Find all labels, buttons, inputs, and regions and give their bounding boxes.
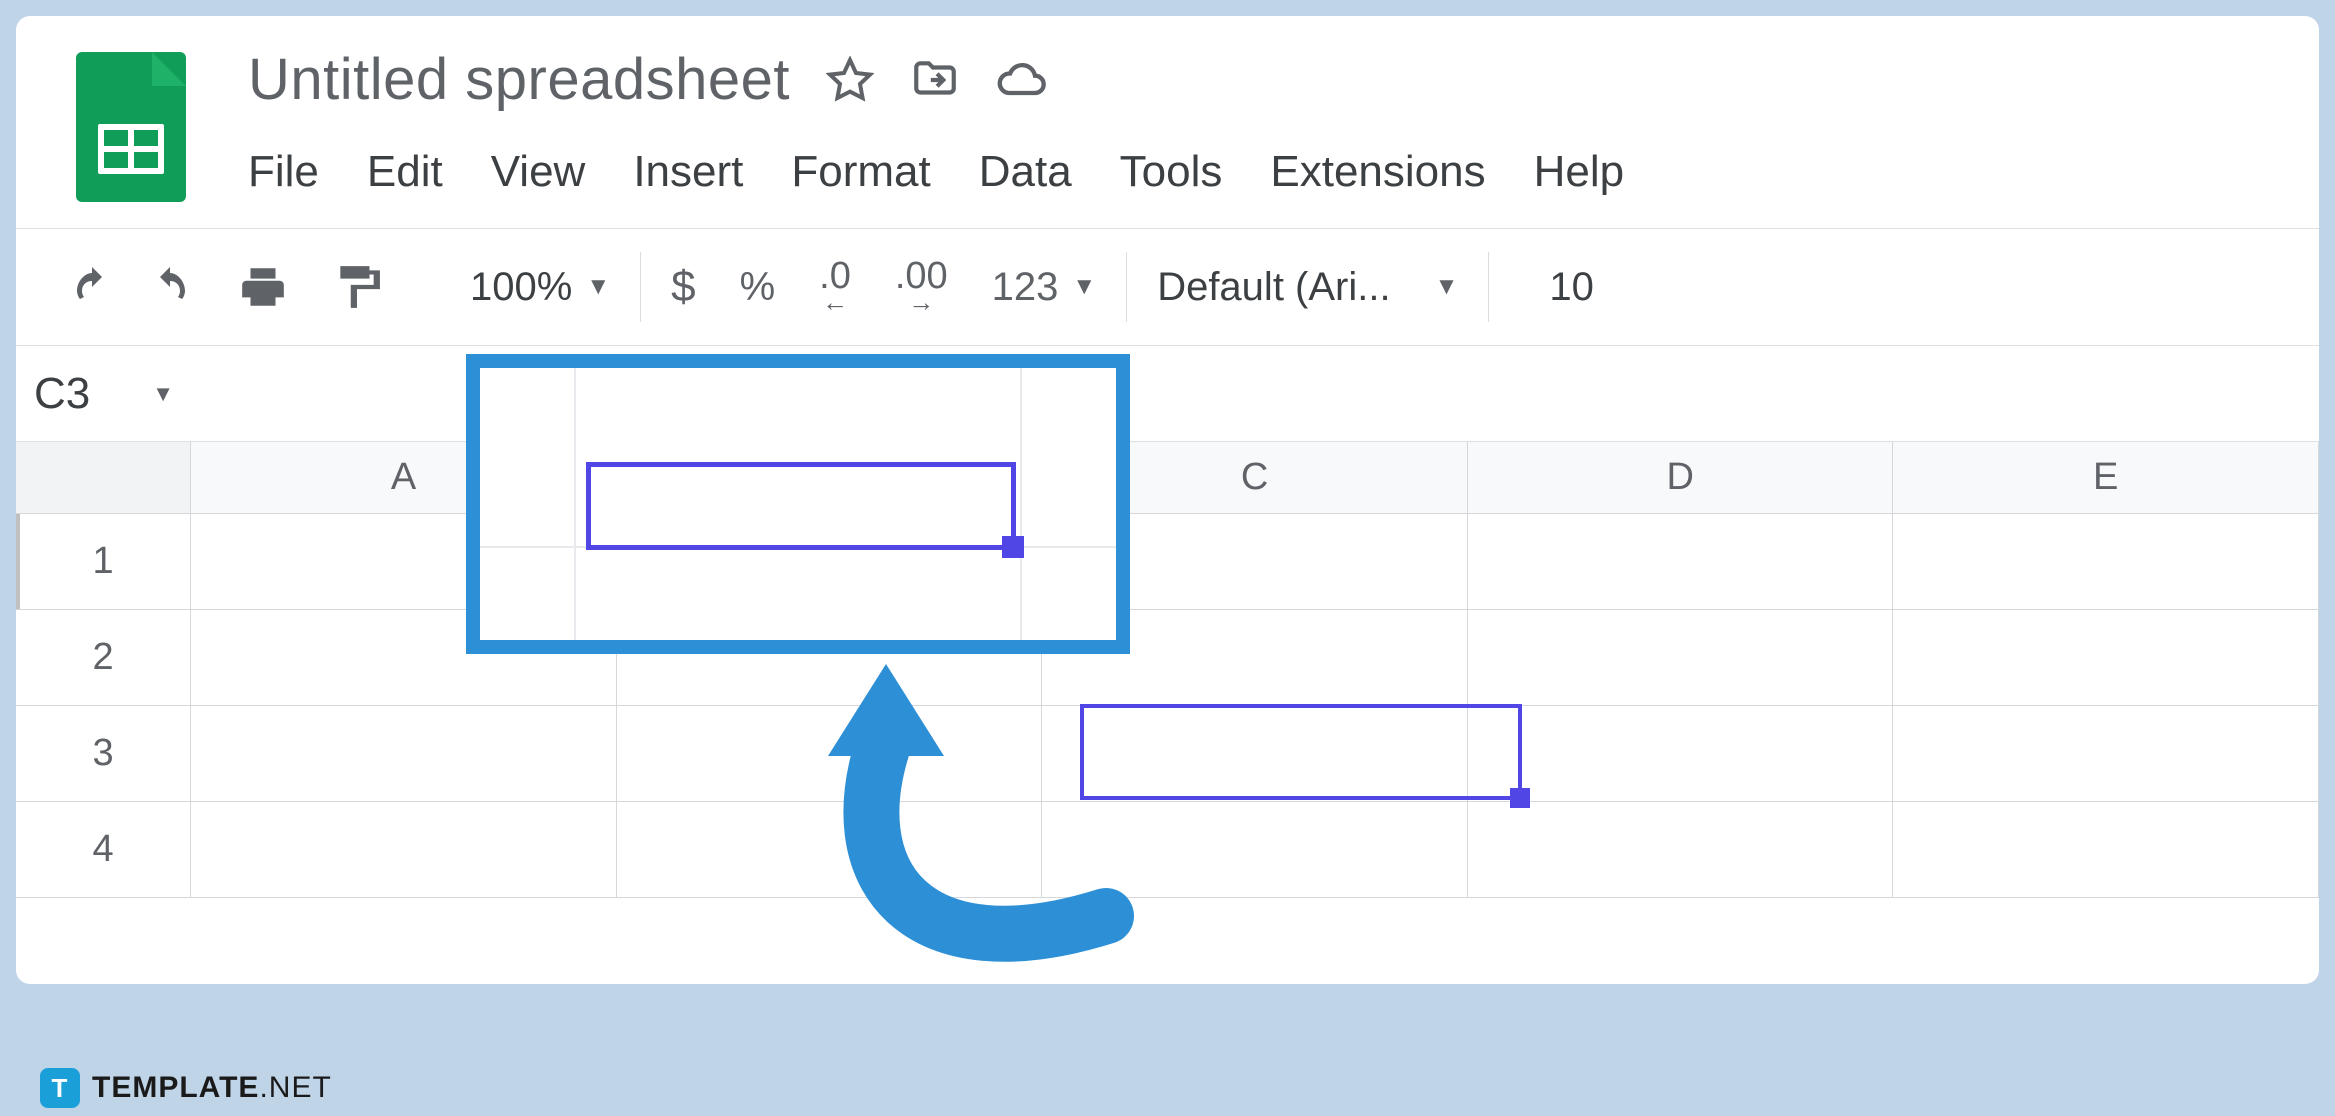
- column-headers: A B C D E: [16, 442, 2319, 514]
- paint-format-icon[interactable]: [332, 262, 382, 312]
- cell-c3[interactable]: [1042, 706, 1468, 801]
- font-family-select[interactable]: Default (Ari...: [1157, 265, 1390, 310]
- menu-tools[interactable]: Tools: [1120, 147, 1223, 197]
- star-icon[interactable]: [826, 56, 874, 104]
- toolbar: 100% ▼ $ % .0 ← .00 → 123 ▼ Default (Ari…: [16, 228, 2319, 346]
- name-box-dropdown-icon[interactable]: ▼: [152, 381, 174, 407]
- cell-d3[interactable]: [1468, 706, 1894, 801]
- undo-icon[interactable]: [68, 263, 116, 311]
- number-format-dropdown-icon[interactable]: ▼: [1072, 273, 1096, 301]
- callout-selection: [586, 462, 1016, 550]
- menu-insert[interactable]: Insert: [633, 147, 743, 197]
- title-row: Untitled spreadsheet: [248, 46, 1624, 113]
- move-folder-icon[interactable]: [910, 55, 960, 105]
- column-header-d[interactable]: D: [1468, 442, 1894, 513]
- percent-button[interactable]: %: [740, 265, 776, 310]
- watermark: T TEMPLATE.NET: [40, 1068, 332, 1108]
- toolbar-separator: [640, 252, 641, 322]
- spreadsheet-grid: A B C D E 1 2 3: [16, 442, 2319, 898]
- increase-decimal-button[interactable]: .00 →: [895, 261, 948, 312]
- cell-e4[interactable]: [1893, 802, 2319, 897]
- row-4: 4: [16, 802, 2319, 898]
- cell-b3[interactable]: [617, 706, 1043, 801]
- menu-format[interactable]: Format: [791, 147, 930, 197]
- document-title[interactable]: Untitled spreadsheet: [248, 46, 790, 113]
- cell-e3[interactable]: [1893, 706, 2319, 801]
- menu-extensions[interactable]: Extensions: [1270, 147, 1485, 197]
- row-2: 2: [16, 610, 2319, 706]
- toolbar-separator: [1488, 252, 1489, 322]
- watermark-suffix: .NET: [259, 1071, 331, 1104]
- toolbar-separator: [1126, 252, 1127, 322]
- name-box-value: C3: [34, 369, 90, 418]
- row-header-3[interactable]: 3: [16, 706, 191, 801]
- header: Untitled spreadsheet: [16, 16, 2319, 202]
- select-all-corner[interactable]: [16, 442, 191, 513]
- row-header-1[interactable]: 1: [16, 514, 191, 609]
- print-icon[interactable]: [238, 262, 288, 312]
- cell-a3[interactable]: [191, 706, 617, 801]
- font-size-input[interactable]: 10: [1549, 265, 1594, 310]
- cell-c4[interactable]: [1042, 802, 1468, 897]
- name-box[interactable]: C3 ▼: [16, 369, 196, 419]
- watermark-badge: T: [40, 1068, 80, 1108]
- cell-d2[interactable]: [1468, 610, 1894, 705]
- cell-e2[interactable]: [1893, 610, 2319, 705]
- menu-view[interactable]: View: [491, 147, 586, 197]
- callout-fill-handle: [1002, 536, 1024, 558]
- font-dropdown-icon[interactable]: ▼: [1435, 273, 1459, 301]
- grid-rows: 1 2 3: [16, 514, 2319, 898]
- row-header-2[interactable]: 2: [16, 610, 191, 705]
- cell-d4[interactable]: [1468, 802, 1894, 897]
- currency-button[interactable]: $: [671, 262, 695, 312]
- menu-edit[interactable]: Edit: [367, 147, 443, 197]
- redo-icon[interactable]: [146, 263, 194, 311]
- cloud-status-icon[interactable]: [996, 54, 1048, 106]
- menu-help[interactable]: Help: [1534, 147, 1625, 197]
- formula-bar-row: C3 ▼: [16, 346, 2319, 442]
- decrease-decimal-button[interactable]: .0 ←: [819, 261, 851, 312]
- menu-data[interactable]: Data: [979, 147, 1072, 197]
- row-header-4[interactable]: 4: [16, 802, 191, 897]
- zoom-dropdown-icon[interactable]: ▼: [586, 273, 610, 301]
- sheets-window: Untitled spreadsheet: [16, 16, 2319, 984]
- menu-bar: File Edit View Insert Format Data Tools …: [248, 147, 1624, 197]
- number-format-button[interactable]: 123: [992, 265, 1059, 310]
- callout-gridline: [574, 368, 576, 640]
- cell-a4[interactable]: [191, 802, 617, 897]
- title-area: Untitled spreadsheet: [248, 46, 1624, 197]
- row-3: 3: [16, 706, 2319, 802]
- cell-e1[interactable]: [1893, 514, 2319, 609]
- callout-gridline: [1020, 368, 1022, 640]
- cell-b4[interactable]: [617, 802, 1043, 897]
- sheets-logo[interactable]: [76, 52, 186, 202]
- zoom-level[interactable]: 100%: [470, 265, 572, 310]
- row-1: 1: [16, 514, 2319, 610]
- menu-file[interactable]: File: [248, 147, 319, 197]
- column-header-e[interactable]: E: [1893, 442, 2319, 513]
- cell-d1[interactable]: [1468, 514, 1894, 609]
- annotation-callout: [466, 354, 1130, 654]
- watermark-brand: TEMPLATE: [92, 1071, 259, 1104]
